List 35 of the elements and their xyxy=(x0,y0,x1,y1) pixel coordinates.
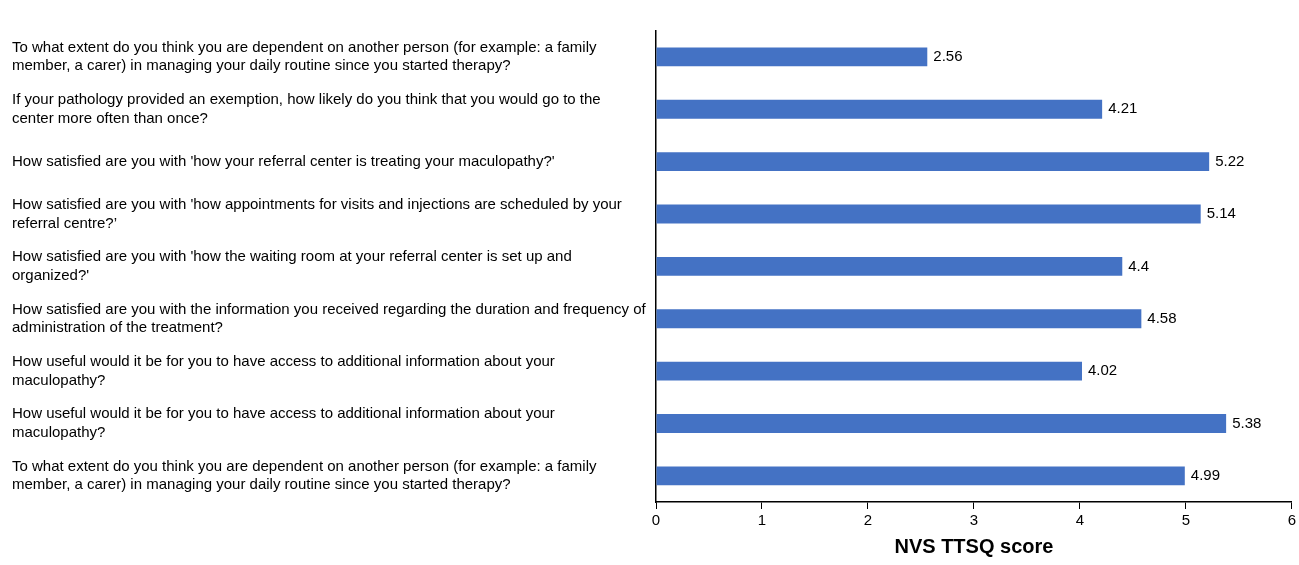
bar xyxy=(656,466,1185,486)
y-tick-label: To what extent do you think you are dependent on another person (for example: a family member, a carer) in managing your daily routine since you started therapy? xyxy=(12,37,598,74)
x-tick-label: 0 xyxy=(651,511,661,529)
x-tick-label: 4 xyxy=(1075,511,1085,529)
data-label: 4.99 xyxy=(1190,465,1220,483)
y-tick-label: How satisfied are you with the information you received regarding the duration and frequency of administration of the treatment? xyxy=(12,299,647,336)
data-label: 4.58 xyxy=(1147,308,1177,326)
bar xyxy=(656,204,1201,224)
y-tick-label: How satisfied are you with 'how the waiting room at your referral center is set up and organized?' xyxy=(12,247,572,283)
data-label: 4.4 xyxy=(1128,256,1150,274)
bar xyxy=(656,361,1083,381)
bar xyxy=(656,414,1227,433)
data-label: 5.22 xyxy=(1215,151,1245,169)
x-tick-label: 6 xyxy=(1287,511,1296,529)
data-label: 5.38 xyxy=(1232,413,1262,431)
bar xyxy=(656,99,1103,119)
bar xyxy=(656,152,1210,172)
x-axis-title: NVS TTSQ score xyxy=(894,534,1054,557)
bar xyxy=(656,256,1123,276)
y-tick-label: How satisfied are you with 'how your referral center is treating your maculopathy?' xyxy=(12,151,555,169)
y-tick-label: How useful would it be for you to have access to additional information about your maculopathy? xyxy=(12,351,555,388)
bar xyxy=(656,309,1142,329)
x-tick-label: 1 xyxy=(757,511,767,529)
x-tick-label: 3 xyxy=(969,511,979,529)
y-tick-label: How satisfied are you with 'how appointments for visits and injections are scheduled by your referral centre?’ xyxy=(12,194,622,231)
data-label: 2.56 xyxy=(933,47,963,65)
y-tick-label: To what extent do you think you are dependent on another person (for example: a family member, a carer) in managing your daily routine since you started therapy? xyxy=(12,456,598,493)
data-label: 4.02 xyxy=(1088,361,1118,379)
data-label: 5.14 xyxy=(1206,204,1236,222)
y-tick-label: If your pathology provided an exemption, how likely do you think that you would go to the center more often than once? xyxy=(12,90,601,126)
y-tick-label: How useful would it be for you to have access to additional information about your maculopathy? xyxy=(12,404,555,440)
x-tick-label: 5 xyxy=(1181,511,1191,529)
bar xyxy=(656,47,928,67)
data-label: 4.21 xyxy=(1108,99,1138,117)
x-tick-label: 2 xyxy=(863,511,873,529)
